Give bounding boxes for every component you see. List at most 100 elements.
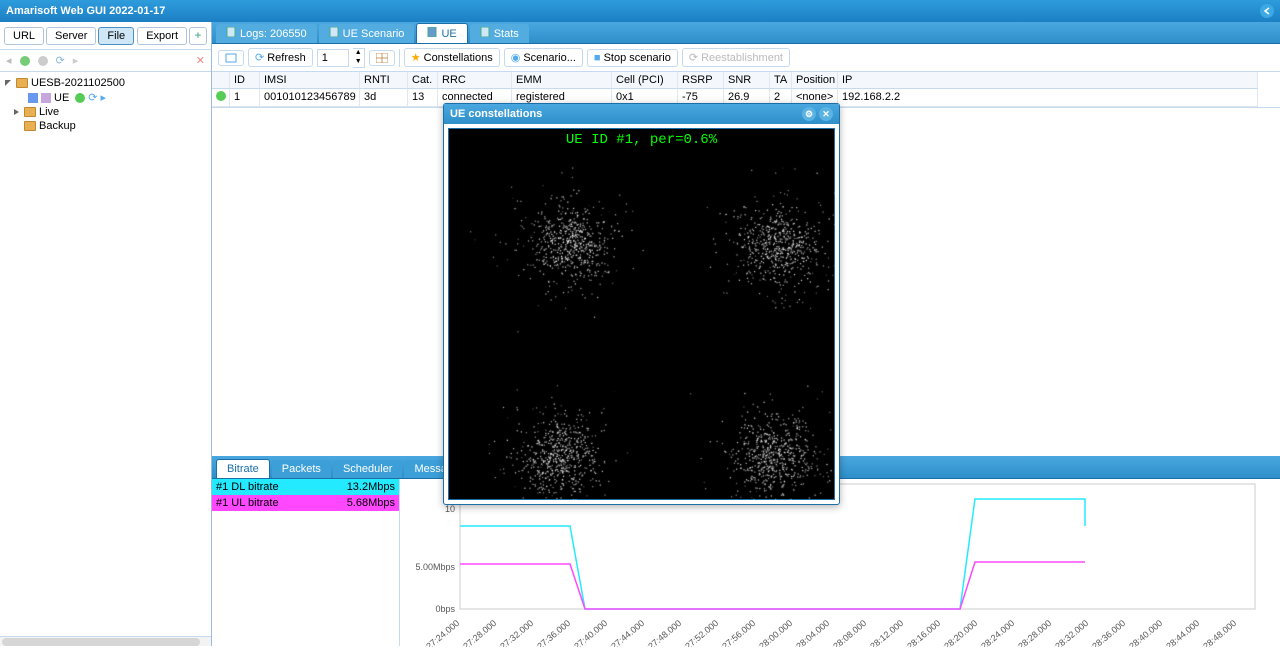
refresh-icon[interactable]: ⟳ [56,54,65,67]
svg-text:15:28:28.000: 15:28:28.000 [1007,618,1054,647]
left-iconbar: ◂ ⟳ ▸ ✕ [0,50,211,72]
col-status[interactable] [212,72,230,89]
ue-number-input[interactable] [317,49,349,67]
refresh-icon: ⟳ [255,51,264,64]
left-sidebar: URL Server File Export + ◂ ⟳ ▸ ✕ UESB-20… [0,22,212,646]
scenario-button[interactable]: ◉Scenario... [504,48,583,67]
folder-icon [24,121,36,131]
folder-icon [24,107,36,117]
ue-icon [28,93,38,103]
export-button[interactable]: Export [137,27,187,45]
col-SNR[interactable]: SNR [724,72,770,89]
number-spinner[interactable]: ▲▼ [353,48,365,68]
cell: 13 [408,89,438,107]
tab-logs-[interactable]: Logs: 206550 [216,24,317,43]
ue-refresh-icon[interactable]: ⟳ [88,91,97,104]
svg-text:15:28:20.000: 15:28:20.000 [933,618,980,647]
bottom-tab-packets[interactable]: Packets [272,460,331,478]
legend-ul[interactable]: #1 UL bitrate 5.68Mbps [212,495,399,511]
add-button[interactable]: + [189,27,207,45]
tree-root[interactable]: UESB-2021102500 [2,76,209,90]
constellation-canvas: UE ID #1, per=0.6% [448,128,835,500]
tab-stats[interactable]: Stats [470,24,529,43]
collapse-icon[interactable] [1260,4,1274,18]
expand-icon[interactable] [12,108,21,117]
expand-icon[interactable] [4,79,13,88]
legend-dl[interactable]: #1 DL bitrate 13.2Mbps [212,479,399,495]
cell: 001010123456789 [260,89,360,107]
refresh-button[interactable]: ⟳Refresh [248,48,313,67]
constellation-title: UE constellations [450,108,542,120]
svg-text:15:28:32.000: 15:28:32.000 [1044,618,1091,647]
tab-icon [329,27,339,40]
server-button[interactable]: Server [46,27,96,45]
tree-backup[interactable]: Backup [2,119,209,133]
constellation-window[interactable]: UE constellations ⚙ ✕ UE ID #1, per=0.6% [443,103,840,505]
svg-text:15:28:40.000: 15:28:40.000 [1118,618,1165,647]
col-EMM[interactable]: EMM [512,72,612,89]
close-icon[interactable]: ✕ [196,54,205,67]
tree: UESB-2021102500 UE ⟳ ▸ Live Backup [0,72,211,636]
svg-text:15:28:48.000: 15:28:48.000 [1192,618,1239,647]
col-IP[interactable]: IP [838,72,1258,89]
svg-text:15:27:52.000: 15:27:52.000 [674,618,721,647]
status-green-icon[interactable] [20,56,30,66]
cell: 1 [230,89,260,107]
folder-icon [16,78,28,88]
legend: #1 DL bitrate 13.2Mbps #1 UL bitrate 5.6… [212,479,400,646]
legend-dl-val: 13.2Mbps [347,481,395,493]
constellation-titlebar[interactable]: UE constellations ⚙ ✕ [444,104,839,124]
grid-button[interactable] [369,50,395,66]
reestablishment-button: ⟳Reestablishment [682,48,790,67]
svg-text:15:27:24.000: 15:27:24.000 [415,618,462,647]
titlebar: Amarisoft Web GUI 2022-01-17 [0,0,1280,22]
ue-play-icon[interactable]: ▸ [101,91,107,104]
cell: 3d [360,89,408,107]
svg-text:15:27:48.000: 15:27:48.000 [637,618,684,647]
constellation-label: UE ID #1, per=0.6% [449,129,834,148]
col-RSRP[interactable]: RSRP [678,72,724,89]
col-IMSI[interactable]: IMSI [260,72,360,89]
svg-text:15:28:00.000: 15:28:00.000 [748,618,795,647]
bottom-tab-scheduler[interactable]: Scheduler [333,460,403,478]
tree-ue[interactable]: UE ⟳ ▸ [2,90,209,105]
col-ID[interactable]: ID [230,72,260,89]
bottom-tab-bitrate[interactable]: Bitrate [216,459,270,478]
tab-icon [226,27,236,40]
close-icon[interactable]: ✕ [819,107,833,121]
tree-root-label: UESB-2021102500 [31,77,125,89]
stop-icon: ■ [594,52,601,64]
url-button[interactable]: URL [4,27,44,45]
svg-text:15:28:12.000: 15:28:12.000 [859,618,906,647]
col-RRC[interactable]: RRC [438,72,512,89]
screenshot-button[interactable] [218,50,244,66]
col-RNTI[interactable]: RNTI [360,72,408,89]
svg-text:5.00Mbps: 5.00Mbps [415,562,455,572]
svg-text:15:27:32.000: 15:27:32.000 [489,618,536,647]
constellations-button[interactable]: ★Constellations [404,48,500,67]
col-Cat.[interactable]: Cat. [408,72,438,89]
svg-text:0bps: 0bps [435,604,455,614]
tree-icon[interactable]: ◂ [6,54,12,67]
legend-ul-val: 5.68Mbps [347,497,395,509]
tree-live[interactable]: Live [2,105,209,119]
tab-ue[interactable]: UE [416,23,467,43]
gear-icon[interactable]: ⚙ [802,107,816,121]
play-icon[interactable]: ▸ [73,54,79,67]
col-Position[interactable]: Position [792,72,838,89]
status-grey-icon[interactable] [38,56,48,66]
col-Cell (PCI)[interactable]: Cell (PCI) [612,72,678,89]
left-top-toolbar: URL Server File Export + [0,22,211,50]
tab-ue-scenario[interactable]: UE Scenario [319,24,415,43]
app-title: Amarisoft Web GUI 2022-01-17 [6,5,165,17]
stop-scenario-button[interactable]: ■Stop scenario [587,49,678,67]
left-scrollbar[interactable] [0,636,211,646]
tree-live-label: Live [39,106,59,118]
svg-text:10: 10 [445,504,455,514]
tree-backup-label: Backup [39,120,76,132]
file-button[interactable]: File [98,27,134,45]
ue-icon2 [41,93,51,103]
ue-toolbar: ⟳Refresh ▲▼ ★Constellations ◉Scenario...… [212,44,1280,72]
col-TA[interactable]: TA [770,72,792,89]
tab-icon [480,27,490,40]
